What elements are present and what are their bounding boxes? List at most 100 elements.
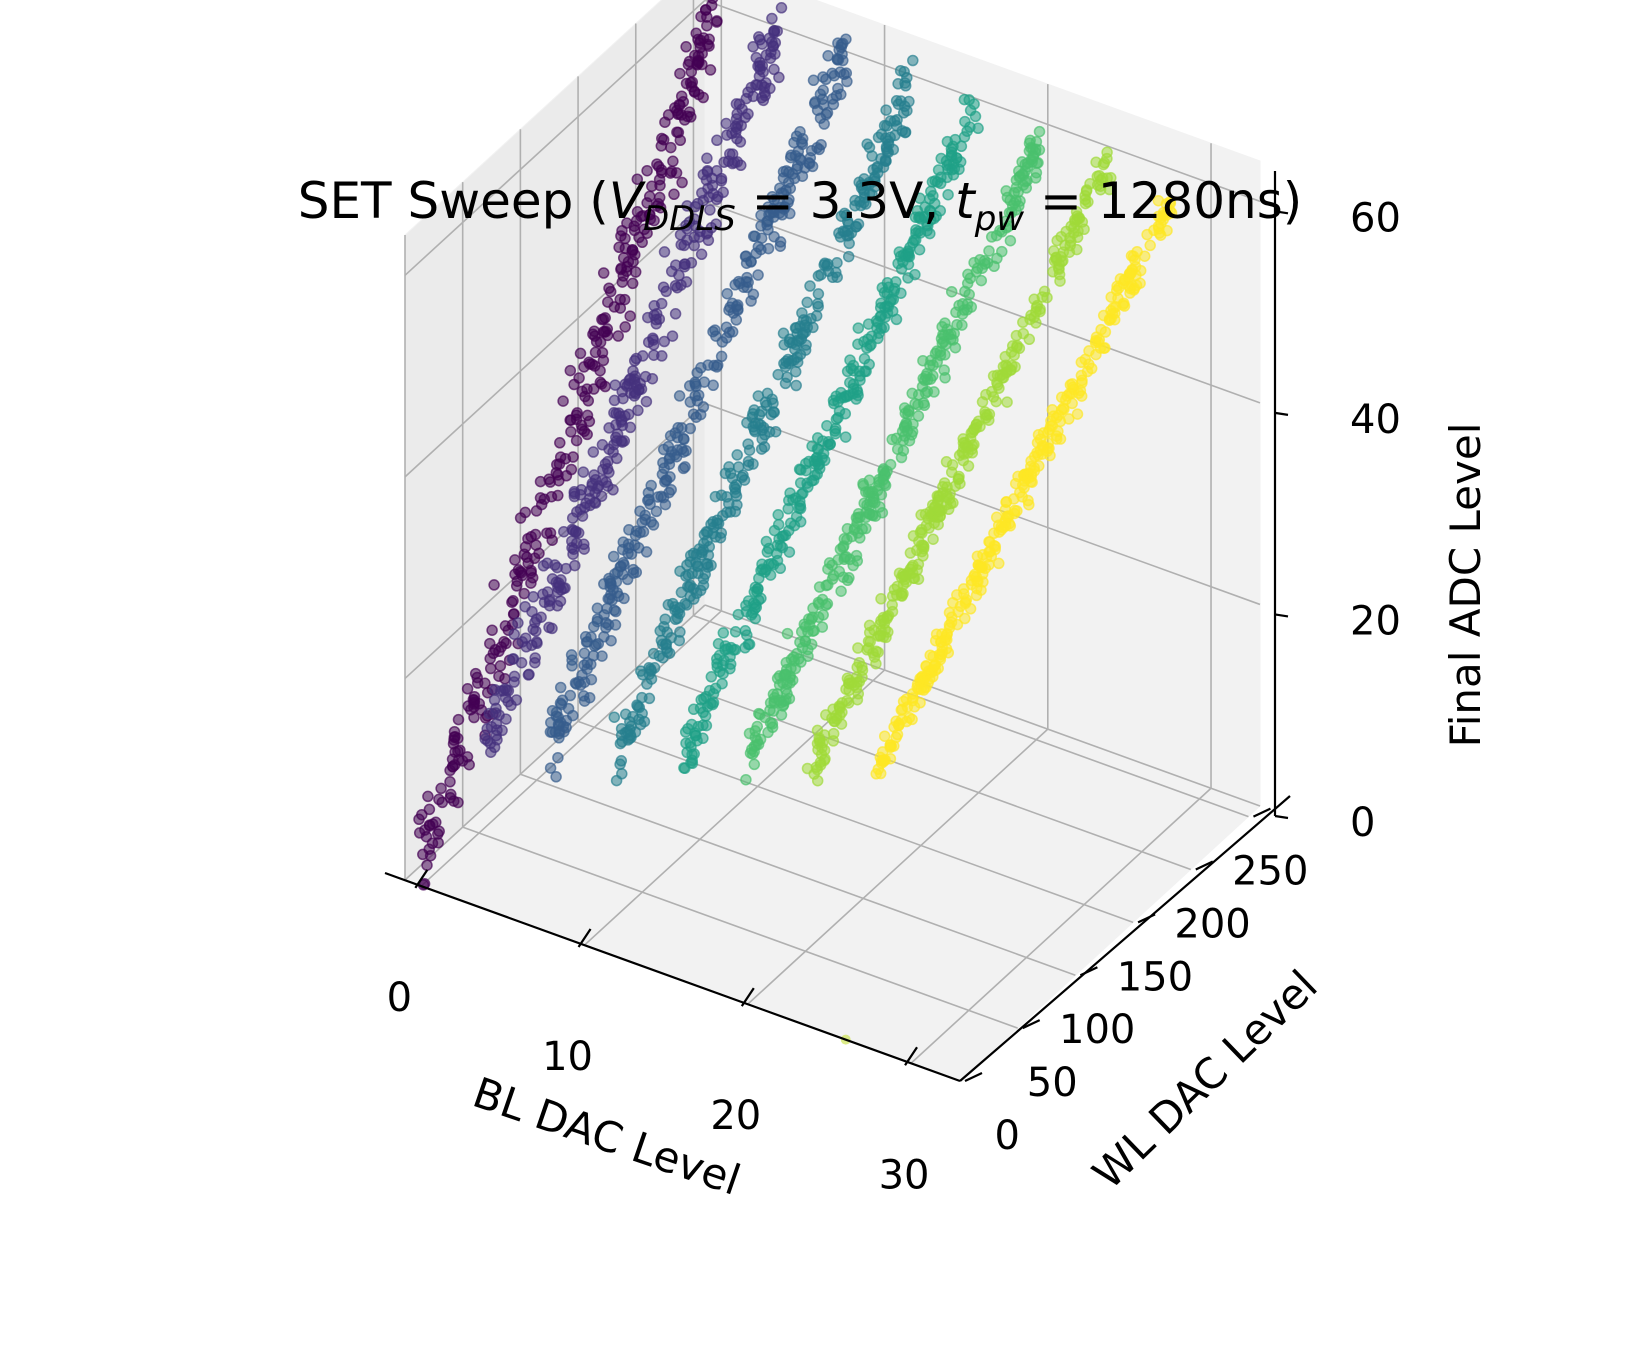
grid-y-floor-250 (693, 614, 1249, 818)
series-1-point (665, 265, 678, 278)
series-2-point (762, 242, 775, 255)
series-4-point (968, 98, 980, 110)
series-1-point (578, 538, 590, 551)
series-2-point (585, 673, 598, 686)
series-2-point (768, 193, 781, 206)
series-0-point (452, 745, 464, 758)
series-0-point (469, 667, 482, 680)
series-0-point (565, 426, 577, 438)
series-0-point (413, 813, 425, 826)
series-0-point (696, 47, 708, 60)
series-0-point (691, 58, 703, 70)
series-4-point (697, 706, 709, 719)
series-5-point (813, 581, 826, 593)
series-2-point (544, 762, 557, 774)
series-1-point (483, 707, 496, 720)
series-0-point (589, 346, 602, 359)
series-0-point (583, 356, 595, 368)
series-2-point (720, 321, 733, 333)
series-5-point (751, 735, 764, 747)
series-0-point (486, 624, 498, 636)
series-2-point (691, 366, 703, 379)
series-5-point (1000, 185, 1012, 197)
series-0-point (423, 803, 436, 816)
series-0-point (603, 282, 615, 294)
series-3-point (654, 625, 666, 637)
series-2-point (605, 634, 617, 647)
series-0-point (552, 489, 564, 502)
series-1 (479, 2, 788, 758)
series-1-point (551, 561, 563, 574)
series-0-point (676, 176, 688, 189)
y-tick-label-200: 200 (1174, 901, 1250, 947)
series-0-point (612, 330, 624, 342)
series-2-point (837, 37, 849, 50)
series-4-point (729, 626, 742, 638)
grid-z-back-40 (704, 201, 1261, 404)
series-5-point (962, 268, 974, 281)
series-2-point (807, 74, 820, 87)
series-7-point (911, 678, 924, 690)
series-1-point (578, 501, 591, 514)
series-5-point (965, 301, 978, 313)
x-tick-label-0: 0 (387, 975, 412, 1021)
series-1-point (574, 489, 587, 501)
series-0-point (413, 827, 426, 839)
series-6-point (1030, 306, 1042, 318)
series-6-point (801, 762, 814, 775)
series-6-point (907, 530, 920, 542)
series-3 (608, 54, 919, 787)
series-1-point (628, 355, 641, 367)
series-2-point (550, 771, 562, 783)
series-1-point (623, 378, 635, 390)
series-1-point (742, 86, 754, 99)
series-0-point (674, 67, 686, 80)
series-5-point (931, 356, 943, 368)
series-4-point (811, 451, 823, 464)
series-3-point (866, 150, 878, 162)
series-0-point (636, 236, 648, 249)
series-3-point (742, 455, 755, 468)
series-4-point (892, 257, 904, 270)
series-3-point (608, 711, 621, 723)
series-3-point (812, 270, 825, 282)
series-6-point (1053, 268, 1066, 281)
series-3-point (835, 210, 848, 222)
series-2-point (645, 479, 657, 492)
series-0-point (616, 224, 628, 237)
series-7-point (1118, 300, 1131, 312)
series-2-point (788, 136, 800, 149)
series-1-point (591, 482, 604, 495)
series-0-point (581, 383, 593, 395)
series-2-point (602, 618, 615, 631)
series-4-point (789, 492, 802, 504)
series-6-point (1063, 246, 1076, 258)
y-tick-label-50: 50 (1027, 1060, 1078, 1106)
series-3-point (643, 692, 656, 705)
series-0-point (522, 532, 534, 545)
y-tick-label-0: 0 (995, 1113, 1020, 1159)
series-1-point (479, 733, 491, 745)
series-6-point (1005, 346, 1018, 358)
series-3-point (625, 720, 637, 733)
series-3-point (682, 580, 694, 593)
series-1-point (697, 194, 710, 207)
series-1-point (669, 308, 682, 320)
series-0-point (494, 660, 507, 672)
series-3-point (641, 678, 653, 690)
title-t-subscript: pw (974, 199, 1025, 239)
series-3-point (752, 390, 765, 402)
series-3-point (899, 126, 912, 138)
series-6-point (852, 688, 865, 700)
series-3-point (779, 377, 792, 390)
series-5-point (748, 758, 761, 771)
series-5-point (939, 372, 951, 384)
series-0-point (500, 637, 512, 650)
series-4-point (852, 322, 865, 334)
series-4-point (862, 333, 874, 345)
series-4-point (839, 431, 852, 443)
series-2-point (678, 433, 690, 446)
series-3-point (790, 338, 802, 351)
series-7-point (995, 521, 1008, 533)
series-3-point (898, 66, 910, 78)
